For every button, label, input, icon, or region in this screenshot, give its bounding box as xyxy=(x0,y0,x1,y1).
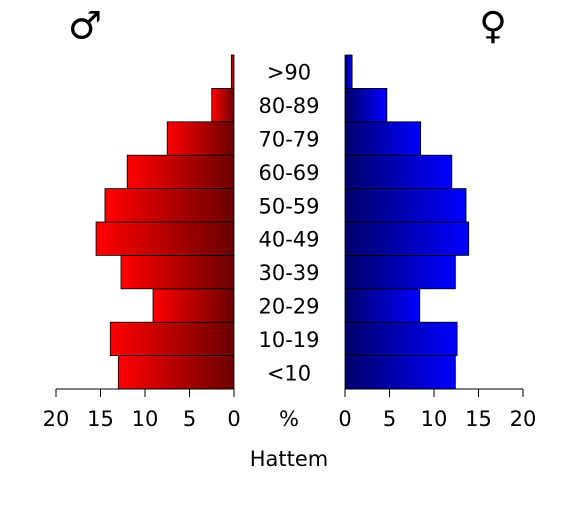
bar xyxy=(166,121,235,156)
category-label: 20-29 xyxy=(258,295,319,319)
bar xyxy=(109,321,235,357)
bar xyxy=(152,288,235,323)
x-tick-label: 10 xyxy=(132,407,159,431)
category-label: 60-69 xyxy=(258,161,319,185)
x-tick-label: 0 xyxy=(338,407,351,431)
bar xyxy=(104,188,235,223)
chart-title: Hattem xyxy=(250,447,329,471)
bar xyxy=(344,188,467,223)
bar xyxy=(344,54,353,89)
category-label: <10 xyxy=(267,361,311,385)
x-tick-label: 15 xyxy=(465,407,492,431)
bar xyxy=(344,221,470,256)
bar xyxy=(344,355,456,390)
bar xyxy=(344,154,453,189)
bar xyxy=(344,88,388,123)
x-tick-label: 5 xyxy=(183,407,196,431)
bar xyxy=(95,221,235,256)
x-tick-label: 20 xyxy=(510,407,537,431)
category-label: 10-19 xyxy=(258,328,319,352)
category-label: 30-39 xyxy=(258,261,319,285)
category-label: 50-59 xyxy=(258,194,319,218)
legend-label: ♀ xyxy=(479,4,507,48)
bar xyxy=(344,288,421,323)
bar xyxy=(126,154,235,189)
bar xyxy=(120,254,235,290)
category-label: >90 xyxy=(267,61,311,85)
bar xyxy=(344,321,458,357)
legend-label: ♂ xyxy=(68,4,102,48)
x-tick-label: 15 xyxy=(87,407,114,431)
category-label: 80-89 xyxy=(258,94,319,118)
bar xyxy=(117,355,235,390)
x-axis-label: % xyxy=(279,407,299,431)
bar xyxy=(230,54,235,89)
category-label: 40-49 xyxy=(258,228,319,252)
x-tick-label: 20 xyxy=(43,407,70,431)
x-tick-label: 10 xyxy=(421,407,448,431)
x-tick-label: 0 xyxy=(227,407,240,431)
bar xyxy=(344,254,456,290)
bar xyxy=(344,121,422,156)
x-tick-label: 5 xyxy=(383,407,396,431)
category-label: 70-79 xyxy=(258,128,319,152)
bar xyxy=(211,88,235,123)
